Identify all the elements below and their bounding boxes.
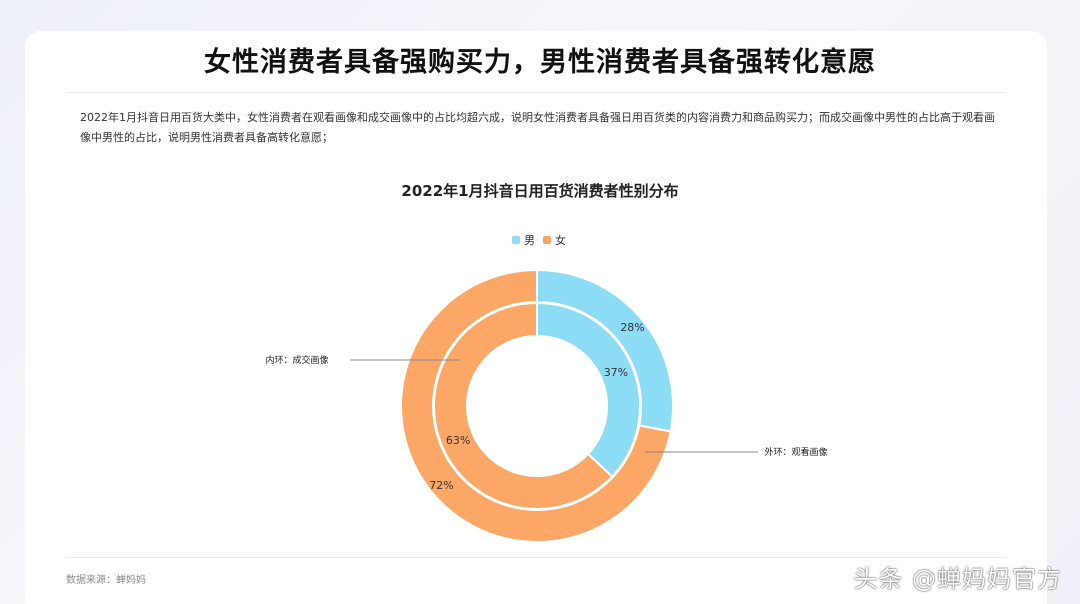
outer-ring-name: 外环：观看画像 [764, 446, 827, 458]
outer-ring-label-female: 72% [429, 479, 453, 492]
chart-title: 2022年1月抖音日用百货消费者性别分布 [401, 182, 679, 200]
inner-ring-slice-male[interactable] [536, 301, 641, 478]
chart-legend[interactable]: 男 女 [512, 232, 570, 248]
data-source: 数据来源：蝉妈妈 [66, 575, 146, 586]
watermark: 头条 @蝉妈妈官方 [853, 565, 1062, 593]
divider [66, 92, 1006, 93]
legend-item-male[interactable]: 男 [512, 232, 535, 248]
outer-ring-label-male: 28% [620, 321, 644, 334]
inner-ring-name: 内环：成交画像 [265, 354, 328, 366]
legend-label-female: 女 [555, 234, 566, 247]
description-text: 2022年1月抖音日用百货大类中，女性消费者在观看画像和成交画像中的占比均超六成… [80, 111, 995, 144]
footer-divider [66, 557, 1006, 558]
page-headline: 女性消费者具备强购买力，男性消费者具备强转化意愿 [204, 47, 876, 78]
legend-item-female[interactable]: 女 [543, 232, 566, 248]
legend-swatch-male [512, 236, 520, 244]
inner-ring-label-female: 63% [446, 434, 470, 447]
inner-ring-label-male: 37% [604, 366, 628, 379]
inner-ring-slice-female[interactable] [433, 301, 614, 510]
legend-label-male: 男 [524, 234, 535, 247]
legend-swatch-female [543, 236, 551, 244]
